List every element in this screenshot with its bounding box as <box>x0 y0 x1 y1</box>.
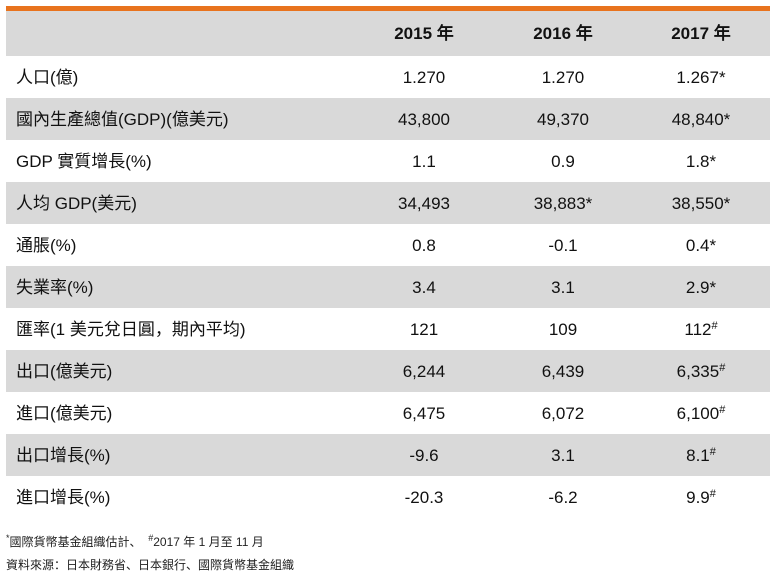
table-row: 人均 GDP(美元) 34,493 38,883* 38,550* <box>6 182 770 224</box>
row-value-2017: 9.9# <box>632 476 770 518</box>
row-value-2015: 6,475 <box>354 392 494 434</box>
row-value-2015: 0.8 <box>354 224 494 266</box>
table-row: 進口增長(%) -20.3 -6.2 9.9# <box>6 476 770 518</box>
row-label: 出口(億美元) <box>6 350 354 392</box>
row-label: 進口(億美元) <box>6 392 354 434</box>
table-header-row: 2015 年 2016 年 2017 年 <box>6 11 770 56</box>
table-row: 失業率(%) 3.4 3.1 2.9* <box>6 266 770 308</box>
footnote-estimate-note: *國際貨幣基金組織估計、 #2017 年 1 月至 11 月 <box>6 527 294 554</box>
row-label: 人口(億) <box>6 56 354 98</box>
row-value-2017: 38,550* <box>632 182 770 224</box>
economic-indicators-table: 2015 年 2016 年 2017 年 人口(億) 1.270 1.270 1.26… <box>6 11 770 518</box>
hash-footnote-mark: # <box>711 319 718 332</box>
row-value-2015: 121 <box>354 308 494 350</box>
row-value-2017: 2.9* <box>632 266 770 308</box>
row-value-2017: 6,335# <box>632 350 770 392</box>
row-value-2016: 0.9 <box>494 140 632 182</box>
footnote-estimate-text: 國際貨幣基金組織估計、 <box>9 535 142 549</box>
row-label: 進口增長(%) <box>6 476 354 518</box>
hash-footnote-mark: # <box>709 487 716 500</box>
row-value-2016: 3.1 <box>494 266 632 308</box>
row-value-2016: 6,072 <box>494 392 632 434</box>
table-row: GDP 實質增長(%) 1.1 0.9 1.8* <box>6 140 770 182</box>
header-cell-2017: 2017 年 <box>632 11 770 56</box>
row-value-2017: 112# <box>632 308 770 350</box>
footnote-star-mark: * <box>6 533 10 543</box>
row-label: 國內生產總值(GDP)(億美元) <box>6 98 354 140</box>
row-value-2015: 3.4 <box>354 266 494 308</box>
header-cell-2015: 2015 年 <box>354 11 494 56</box>
table-row: 通脹(%) 0.8 -0.1 0.4* <box>6 224 770 266</box>
row-value-2015: 43,800 <box>354 98 494 140</box>
footnotes: *國際貨幣基金組織估計、 #2017 年 1 月至 11 月 資料來源：日本財務… <box>6 527 294 577</box>
row-label: 人均 GDP(美元) <box>6 182 354 224</box>
row-value-2017: 8.1# <box>632 434 770 476</box>
header-cell-indicator <box>6 11 354 56</box>
row-label: 通脹(%) <box>6 224 354 266</box>
header-cell-2016: 2016 年 <box>494 11 632 56</box>
row-value-2016: -6.2 <box>494 476 632 518</box>
row-value-2017: 1.267* <box>632 56 770 98</box>
row-label: 匯率(1 美元兌日圓，期內平均) <box>6 308 354 350</box>
header-accent-rule <box>6 6 770 11</box>
row-value-2015: -9.6 <box>354 434 494 476</box>
row-value-2016: 49,370 <box>494 98 632 140</box>
row-label: 失業率(%) <box>6 266 354 308</box>
row-label: 出口增長(%) <box>6 434 354 476</box>
footnote-source: 資料來源：日本財務省、日本銀行、國際貨幣基金組織 <box>6 558 295 572</box>
footnote-hash-mark: # <box>148 533 154 543</box>
hash-footnote-mark: # <box>709 445 716 458</box>
row-value-2016: 109 <box>494 308 632 350</box>
row-value-2015: 34,493 <box>354 182 494 224</box>
footnote-period-text: 2017 年 1 月至 11 月 <box>153 535 264 549</box>
table-row: 國內生產總值(GDP)(億美元) 43,800 49,370 48,840* <box>6 98 770 140</box>
row-value-2015: 1.270 <box>354 56 494 98</box>
table-row: 進口(億美元) 6,475 6,072 6,100# <box>6 392 770 434</box>
row-value-2016: 1.270 <box>494 56 632 98</box>
table-row: 出口(億美元) 6,244 6,439 6,335# <box>6 350 770 392</box>
row-value-2017: 1.8* <box>632 140 770 182</box>
hash-footnote-mark: # <box>719 361 726 374</box>
hash-footnote-mark: # <box>719 403 726 416</box>
row-value-2017: 48,840* <box>632 98 770 140</box>
row-value-2016: 6,439 <box>494 350 632 392</box>
row-value-2015: -20.3 <box>354 476 494 518</box>
row-value-2015: 6,244 <box>354 350 494 392</box>
row-value-2016: 38,883* <box>494 182 632 224</box>
table-body: 人口(億) 1.270 1.270 1.267* 國內生產總值(GDP)(億美元) 43,… <box>6 56 770 518</box>
row-value-2017: 0.4* <box>632 224 770 266</box>
row-value-2016: 3.1 <box>494 434 632 476</box>
table-row: 人口(億) 1.270 1.270 1.267* <box>6 56 770 98</box>
table-row: 出口增長(%) -9.6 3.1 8.1# <box>6 434 770 476</box>
row-value-2017: 6,100# <box>632 392 770 434</box>
row-value-2015: 1.1 <box>354 140 494 182</box>
table-row: 匯率(1 美元兌日圓，期內平均) 121 109 112# <box>6 308 770 350</box>
row-value-2016: -0.1 <box>494 224 632 266</box>
row-label: GDP 實質增長(%) <box>6 140 354 182</box>
